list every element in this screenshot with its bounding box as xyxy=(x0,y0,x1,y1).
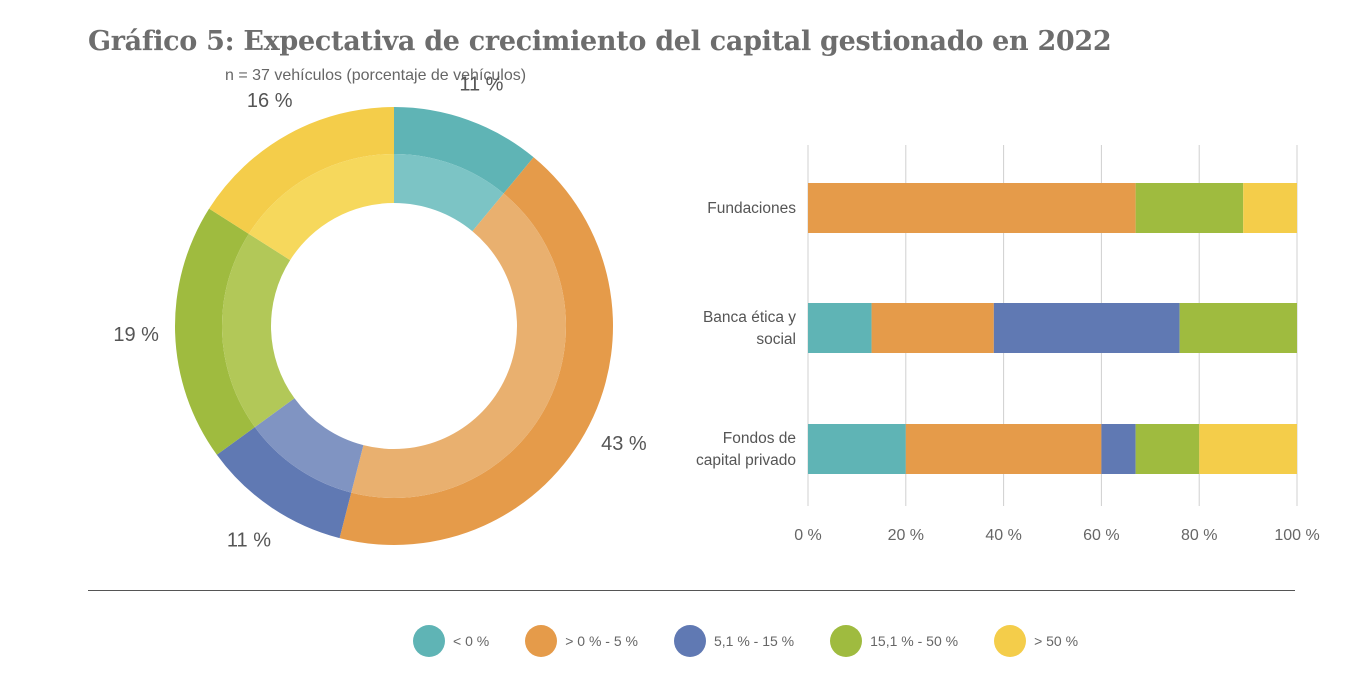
legend-swatch xyxy=(413,625,445,657)
y-category-label: social xyxy=(756,331,796,348)
x-tick-label: 100 % xyxy=(1274,527,1319,544)
donut-slice-5-inner xyxy=(248,154,394,261)
legend-label: 5,1 % - 15 % xyxy=(713,633,795,649)
donut-value-label: 16 % xyxy=(247,90,293,112)
donut-slice-2-outer xyxy=(339,157,613,545)
donut-slice-3-outer xyxy=(216,427,352,539)
donut-value-label: 43 % xyxy=(601,433,647,455)
legend-item: 15,1 % - 50 % xyxy=(830,625,958,657)
bar-segment xyxy=(1243,183,1297,233)
donut-chart: 11 % 43 % 11 % 19 % 16 % xyxy=(113,73,647,551)
bar-segment xyxy=(905,424,1102,474)
legend-label: < 0 % xyxy=(453,633,490,649)
bar-segment xyxy=(808,183,1136,233)
y-category-label: Fondos de xyxy=(723,430,796,447)
x-tick-label: 40 % xyxy=(985,527,1021,544)
x-tick-label: 20 % xyxy=(888,527,924,544)
divider-line xyxy=(88,590,1295,591)
bar-segment xyxy=(808,303,872,353)
stacked-bar-chart: 0 % 20 % 40 % 60 % 80 % 100 % Fundaciones Banca… xyxy=(696,145,1320,544)
legend: < 0 % > 0 % - 5 % 5,1 % - 15 % 15,1 % - 50 … xyxy=(413,624,1114,658)
bar-segment xyxy=(1101,424,1136,474)
legend-item: > 50 % xyxy=(994,625,1078,657)
x-tick-label: 0 % xyxy=(794,527,822,544)
x-tick-label: 60 % xyxy=(1083,527,1119,544)
y-category-label: Banca ética y xyxy=(703,309,796,326)
bar-segment xyxy=(1135,183,1244,233)
donut-value-label: 19 % xyxy=(113,324,159,346)
x-tick-label: 80 % xyxy=(1181,527,1217,544)
legend-swatch xyxy=(994,625,1027,657)
donut-slice-5-outer xyxy=(209,107,394,234)
donut-slice-2-inner xyxy=(351,193,567,499)
legend-swatch xyxy=(525,625,558,657)
legend-swatch xyxy=(830,625,863,657)
donut-slice-4-inner xyxy=(222,233,295,428)
legend-label: > 0 % - 5 % xyxy=(565,633,638,649)
legend-item: > 0 % - 5 % xyxy=(525,625,638,657)
legend-item: < 0 % xyxy=(413,625,489,657)
donut-slice-1-outer xyxy=(394,107,534,194)
y-category-label: capital privado xyxy=(696,452,796,469)
donut-slice-1-inner xyxy=(394,154,504,232)
y-category-label: Fundaciones xyxy=(707,200,796,217)
chart-title: Gráfico 5: Expectativa de crecimiento de… xyxy=(88,26,1112,57)
bar-segment xyxy=(993,303,1180,353)
donut-slice-3-inner xyxy=(254,398,364,493)
bar-segment xyxy=(1179,303,1297,353)
legend-item: 5,1 % - 15 % xyxy=(673,625,795,657)
donut-slice-4-outer xyxy=(175,208,255,455)
donut-value-label: 11 % xyxy=(227,529,271,551)
bar-segment xyxy=(1199,424,1297,474)
bar-segment xyxy=(1135,424,1200,474)
donut-value-label: 11 % xyxy=(459,73,503,95)
bar-segment xyxy=(871,303,994,353)
legend-label: 15,1 % - 50 % xyxy=(870,633,959,649)
legend-swatch xyxy=(673,625,706,657)
bar-segment xyxy=(808,424,906,474)
legend-label: > 50 % xyxy=(1034,633,1079,649)
chart-subtitle: n = 37 vehículos (porcentaje de vehículo… xyxy=(225,67,527,84)
